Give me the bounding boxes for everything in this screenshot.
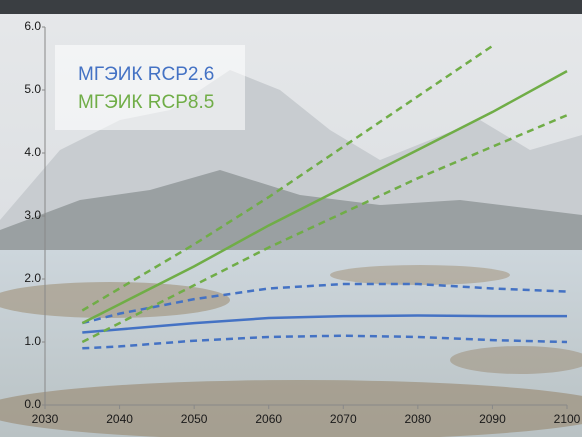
x-tick-label: 2060 <box>255 412 282 426</box>
y-tick-label: 1.0 <box>24 334 41 348</box>
x-tick-label: 2090 <box>479 412 506 426</box>
legend-label: МГЭИК RCP8.5 <box>78 92 214 113</box>
y-tick-label: 3.0 <box>24 208 41 222</box>
x-tick-label: 2040 <box>106 412 133 426</box>
y-tick-label: 6.0 <box>24 19 41 33</box>
x-tick-label: 2030 <box>32 412 59 426</box>
y-tick-label: 4.0 <box>24 145 41 159</box>
chart: 0.0 1.0 2.0 3.0 4.0 5.0 6.0 2030 2040 2050 2060 207… <box>0 0 582 437</box>
x-tick-label: 2100 <box>554 412 581 426</box>
y-tick-label: 0.0 <box>24 397 41 411</box>
y-tick-label: 2.0 <box>24 271 41 285</box>
y-tick-label: 5.0 <box>24 82 41 96</box>
x-tick-label: 2050 <box>181 412 208 426</box>
legend-box <box>55 45 245 130</box>
legend-label: МГЭИК RCP2.6 <box>78 64 214 85</box>
x-tick-label: 2070 <box>330 412 357 426</box>
x-tick-label: 2080 <box>405 412 432 426</box>
